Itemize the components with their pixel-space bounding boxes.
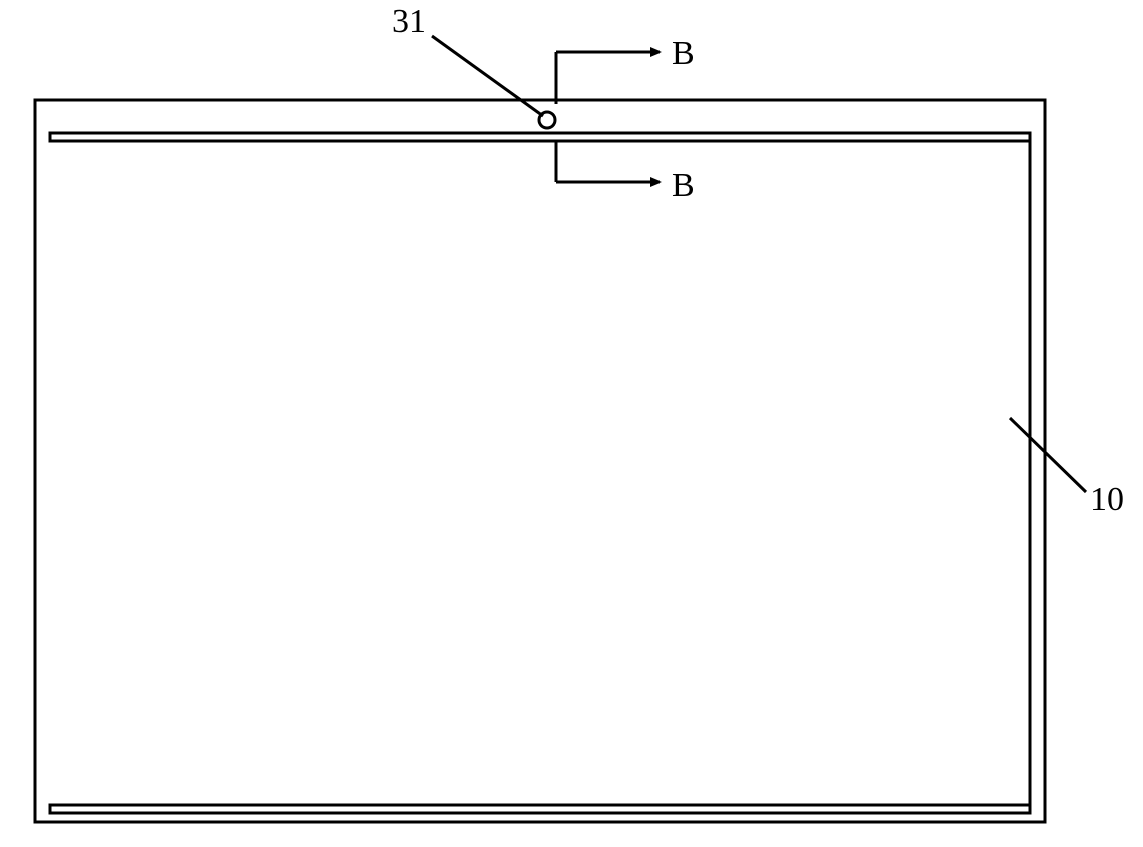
callout-31-leader: [432, 36, 543, 116]
inner-top-bar: [50, 133, 1030, 141]
section-label-upper: B: [672, 35, 695, 72]
callout-10-label: 10: [1090, 481, 1124, 518]
callout-10-leader: [1010, 418, 1086, 492]
inner-bottom-bar: [50, 805, 1030, 813]
section-label-lower: B: [672, 167, 695, 204]
outer-rectangle: [35, 100, 1045, 822]
engineering-diagram: B B 31 10: [0, 0, 1143, 847]
callout-31-label: 31: [392, 3, 426, 40]
